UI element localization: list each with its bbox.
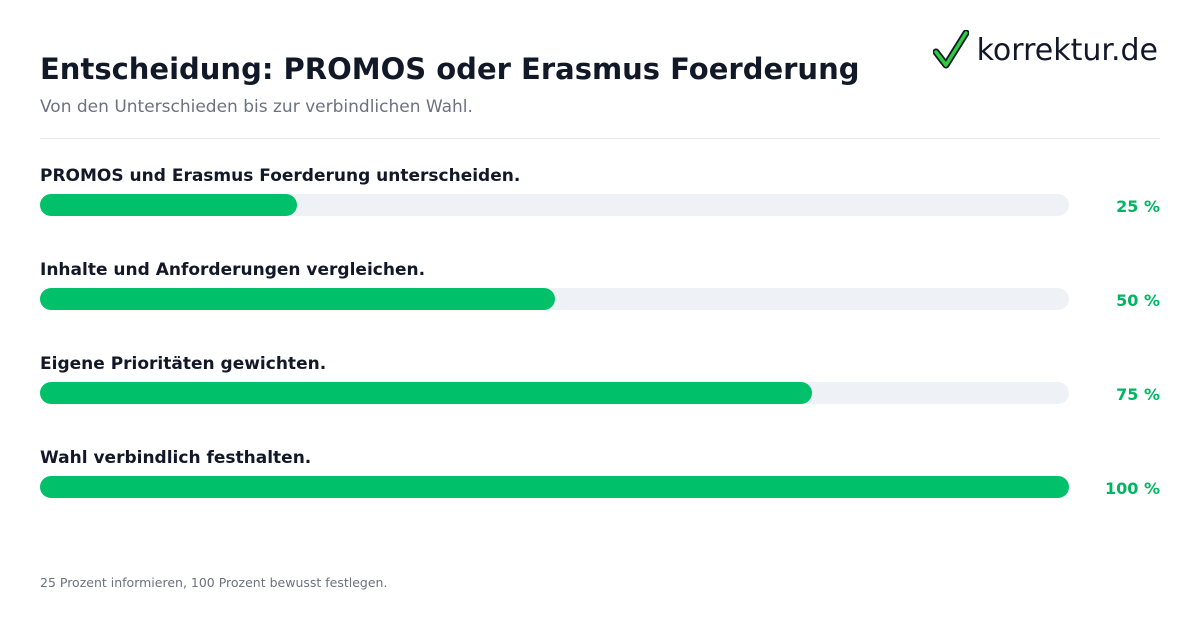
progress-row-label: Inhalte und Anforderungen vergleichen.: [40, 260, 426, 280]
progress-value-label: 100 %: [1105, 479, 1160, 498]
progress-row-label: PROMOS und Erasmus Foerderung unterschei…: [40, 166, 521, 186]
progress-chart: PROMOS und Erasmus Foerderung unterschei…: [40, 166, 1160, 542]
progress-row: PROMOS und Erasmus Foerderung unterschei…: [40, 166, 1160, 260]
progress-value-label: 50 %: [1116, 291, 1160, 310]
progress-row: Wahl verbindlich festhalten. 100 %: [40, 448, 1160, 542]
progress-bar: [40, 288, 555, 310]
progress-value-label: 25 %: [1116, 197, 1160, 216]
progress-row: Eigene Prioritäten gewichten. 75 %: [40, 354, 1160, 448]
brand-logo: korrektur.de: [932, 30, 1158, 70]
checkmark-icon: [932, 30, 969, 69]
progress-bar: [40, 194, 298, 216]
brand-name: korrektur.de: [976, 32, 1158, 68]
progress-track: [40, 288, 1069, 310]
progress-bar: [40, 382, 812, 404]
progress-track: [40, 382, 1069, 404]
progress-value-label: 75 %: [1116, 385, 1160, 404]
progress-row-label: Eigene Prioritäten gewichten.: [40, 354, 327, 374]
progress-track: [40, 476, 1069, 498]
page-subtitle: Von den Unterschieden bis zur verbindlic…: [40, 97, 473, 117]
footnote: 25 Prozent informieren, 100 Prozent bewu…: [40, 575, 388, 590]
page-title: Entscheidung: PROMOS oder Erasmus Foerde…: [40, 52, 860, 86]
progress-row: Inhalte und Anforderungen vergleichen. 50…: [40, 260, 1160, 354]
progress-row-label: Wahl verbindlich festhalten.: [40, 448, 312, 468]
progress-track: [40, 194, 1069, 216]
progress-bar: [40, 476, 1069, 498]
header-divider: [40, 138, 1160, 139]
